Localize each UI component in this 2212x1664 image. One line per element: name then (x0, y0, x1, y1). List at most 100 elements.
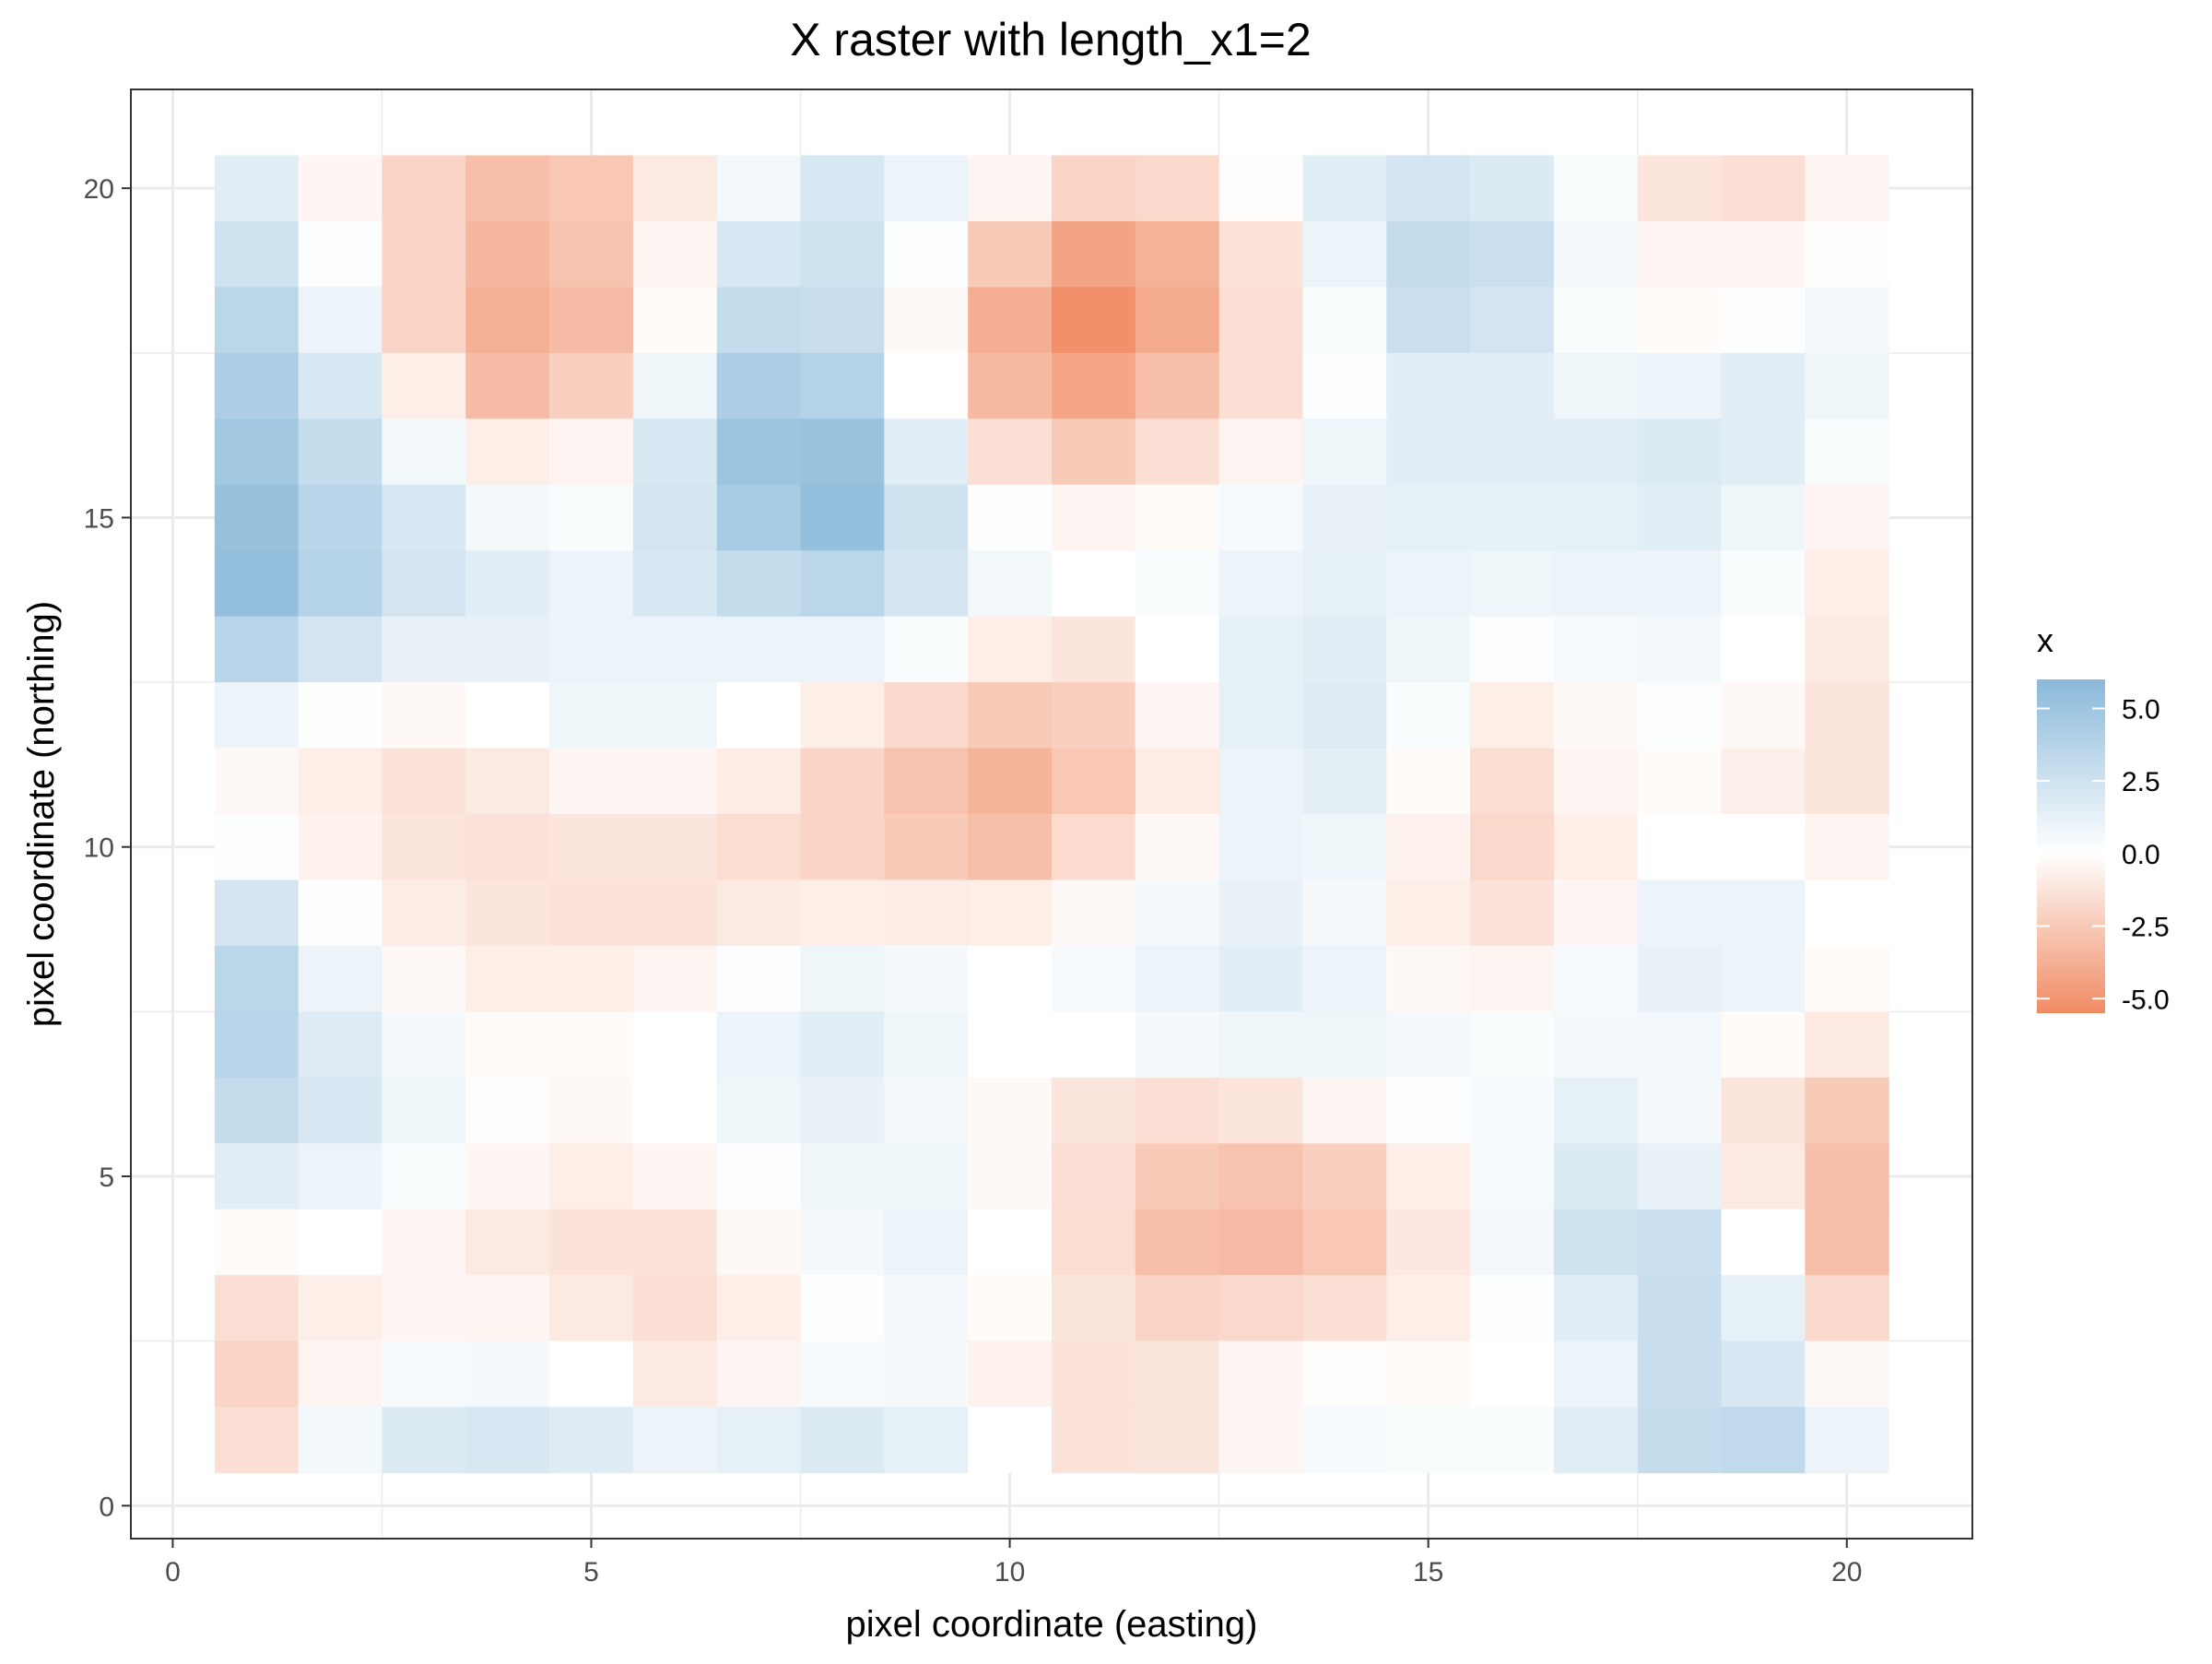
raster-cell (214, 879, 300, 947)
raster-cell (1135, 1077, 1220, 1144)
raster-cell (1302, 1209, 1387, 1276)
raster-cell (632, 1209, 718, 1276)
raster-cell (382, 814, 466, 881)
raster-cell (968, 352, 1053, 419)
raster-cell (298, 484, 383, 551)
chart-title: X raster with length_x1=2 (790, 14, 1312, 65)
raster-cell (1637, 748, 1723, 815)
raster-cell (1052, 419, 1136, 486)
raster-cell (214, 419, 300, 486)
raster-cell (716, 352, 802, 419)
raster-cell (1553, 352, 1639, 419)
raster-cell (1135, 814, 1220, 881)
raster-cell (298, 1275, 383, 1342)
raster-cell (884, 1143, 969, 1210)
raster-cell (1470, 879, 1555, 947)
x-tick-label: 20 (1831, 1557, 1862, 1587)
raster-cell (800, 352, 885, 419)
raster-cell (549, 1077, 634, 1144)
raster-cell (1470, 550, 1555, 618)
y-axis: 0 5 10 15 20 (84, 174, 131, 1522)
raster-cell (1637, 945, 1723, 1012)
raster-cell (549, 287, 634, 354)
raster-cell (298, 682, 383, 749)
raster-cell (1805, 616, 1889, 683)
raster-cell (968, 419, 1053, 486)
raster-cell (800, 814, 885, 881)
raster-cell (549, 484, 634, 551)
raster-cell (214, 814, 300, 881)
raster-cell (382, 419, 466, 486)
raster-cell (1805, 1077, 1889, 1144)
raster-cell (1302, 1340, 1387, 1408)
raster-cell (1721, 814, 1806, 881)
raster-cell (1218, 287, 1304, 354)
raster-cell (549, 220, 634, 288)
raster-cell (1218, 1340, 1304, 1408)
raster-cell (465, 682, 550, 749)
raster-cell (1470, 1077, 1555, 1144)
raster-cell (1052, 1077, 1136, 1144)
raster-cell (1805, 419, 1889, 486)
raster-cell (1135, 616, 1220, 683)
raster-cell (1721, 155, 1806, 222)
raster-cell (1302, 1275, 1387, 1342)
raster-cell (1721, 1407, 1806, 1474)
raster-cell (632, 220, 718, 288)
raster-cell (632, 616, 718, 683)
raster-cell (214, 1340, 300, 1408)
raster-cell (298, 1209, 383, 1276)
raster-cell (465, 1011, 550, 1079)
raster-cell (1805, 287, 1889, 354)
raster-cell (1135, 748, 1220, 815)
raster-cell (298, 1340, 383, 1408)
raster-cell (549, 1209, 634, 1276)
raster-cell (632, 748, 718, 815)
raster-cell (1218, 1011, 1304, 1079)
raster-cell (968, 1143, 1053, 1210)
raster-cell (382, 1143, 466, 1210)
raster-cell (1218, 814, 1304, 881)
raster-cell (1805, 814, 1889, 881)
raster-cell (884, 682, 969, 749)
raster-cell (1302, 155, 1387, 222)
raster-cell (214, 220, 300, 288)
raster-cell (1470, 1275, 1555, 1342)
raster-cell (1470, 1209, 1555, 1276)
raster-cell (632, 814, 718, 881)
raster-cell (716, 1011, 802, 1079)
raster-cell (716, 1209, 802, 1276)
raster-cell (1553, 220, 1639, 288)
raster-cell (1135, 682, 1220, 749)
raster-cell (1386, 945, 1471, 1012)
raster-cell (298, 220, 383, 288)
raster-cell (1721, 484, 1806, 551)
raster-cell (1386, 287, 1471, 354)
raster-cell (465, 814, 550, 881)
raster-cell (214, 1011, 300, 1079)
raster-cell (1721, 748, 1806, 815)
raster-cell (968, 1407, 1053, 1474)
raster-cell (382, 550, 466, 618)
raster-cell (549, 814, 634, 881)
raster-cell (1637, 220, 1723, 288)
x-axis-title: pixel coordinate (easting) (846, 1604, 1258, 1645)
raster-cell (1553, 419, 1639, 486)
raster-cell (1218, 879, 1304, 947)
raster-cell (884, 879, 969, 947)
raster-cell (1805, 1340, 1889, 1408)
raster-cell (1553, 1011, 1639, 1079)
raster-cell (1052, 945, 1136, 1012)
raster-cell (632, 484, 718, 551)
raster-cell (1218, 682, 1304, 749)
raster-cell (382, 155, 466, 222)
raster-cell (1553, 682, 1639, 749)
raster-cell (298, 352, 383, 419)
raster-cell (1386, 220, 1471, 288)
raster-cell (1135, 879, 1220, 947)
raster-cell (382, 1209, 466, 1276)
raster-cell (884, 1407, 969, 1474)
raster-cell (1553, 748, 1639, 815)
raster-cell (1721, 287, 1806, 354)
raster-cell (1553, 1209, 1639, 1276)
